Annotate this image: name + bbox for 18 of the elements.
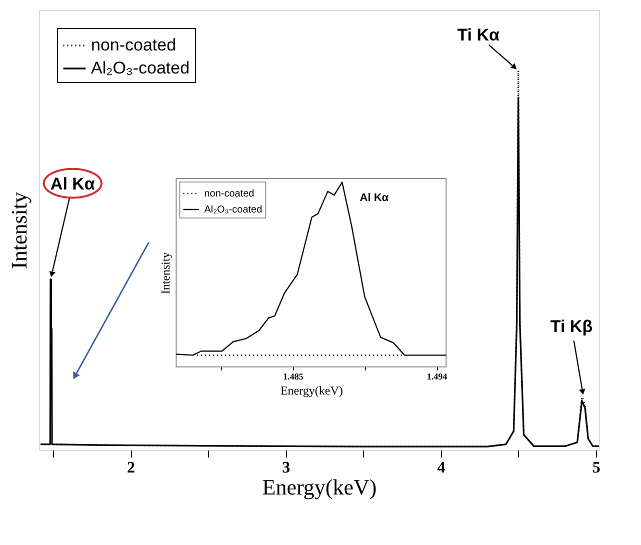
x-tick-label: 2 [127,460,136,476]
legend-label: Al₂O₃-coated [204,204,262,216]
annotation: Al Kα [50,174,96,194]
x-tick-label: 5 [592,460,600,476]
x-tick-label: 4 [437,460,446,476]
legend-label: Al₂O₃-coated [91,58,190,78]
annotation: Ti Kα [457,26,500,45]
y-axis-title: Intensity [158,252,173,294]
x-axis-title: Energy(keV) [280,383,343,398]
legend-label: non-coated [91,36,176,54]
annotation: Al Kα [360,192,389,204]
x-axis-title: Energy(keV) [262,474,377,500]
x-tick-label: 1.485 [283,371,304,382]
x-tick-label: 3 [282,460,290,476]
legend-label: non-coated [204,188,254,200]
annotation: Ti Kβ [550,316,593,336]
y-axis-title: Intensity [6,192,32,269]
x-tick-label: 1.494 [426,371,448,382]
